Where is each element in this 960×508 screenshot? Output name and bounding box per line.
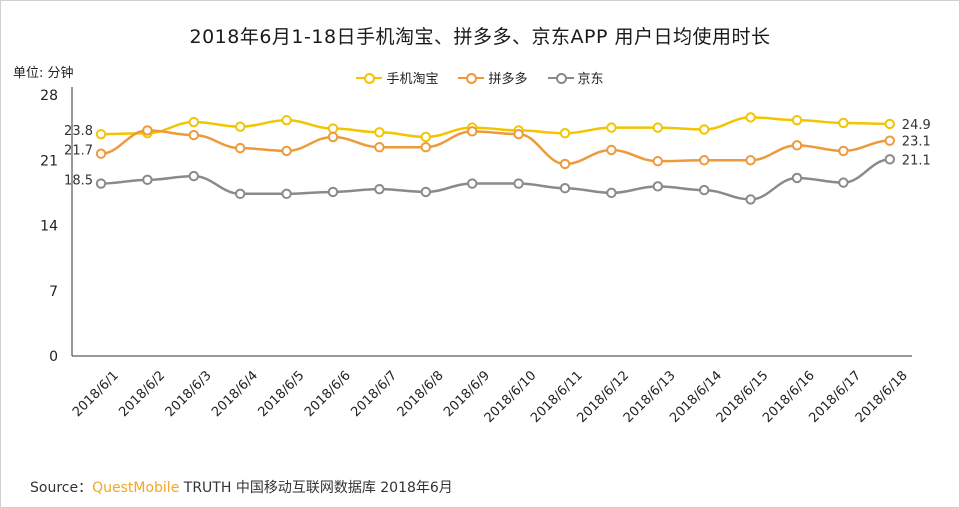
data-point-2 [745, 194, 756, 205]
data-point-2 [142, 174, 153, 186]
data-point-0 [606, 122, 617, 133]
data-point-0 [838, 117, 849, 129]
x-tick-label: 2018/6/4 [209, 368, 261, 420]
data-point-2 [513, 178, 524, 189]
data-point-1 [652, 155, 663, 167]
y-tick-label: 21 [40, 153, 58, 169]
data-point-2 [327, 186, 339, 198]
series-line-1 [100, 129, 890, 166]
data-label: 23.8 [64, 124, 93, 139]
legend-label-pinduoduo: 拼多多 [488, 72, 528, 87]
data-point-1 [235, 142, 246, 154]
legend-label-jd: 京东 [577, 72, 604, 87]
data-point-2 [559, 183, 571, 194]
data-point-0 [327, 123, 339, 134]
x-tick-label: 2018/6/3 [163, 368, 215, 420]
x-tick-label: 2018/6/7 [348, 368, 400, 420]
data-point-2 [606, 187, 617, 199]
data-point-2 [235, 188, 246, 200]
series-line-2 [100, 158, 890, 201]
data-point-2 [95, 178, 107, 189]
data-point-1 [327, 131, 339, 143]
chart-title: 2018年6月1-18日手机淘宝、拼多多、京东APP 用户日均使用时长 [189, 26, 771, 48]
legend: 手机淘宝 拼多多 京东 [0, 68, 960, 87]
data-label: 21.7 [64, 144, 93, 159]
legend-marker-pinduoduo [458, 72, 485, 84]
data-point-1 [699, 155, 710, 166]
x-tick-label: 2018/6/2 [116, 368, 168, 420]
data-point-0 [791, 114, 803, 126]
data-point-0 [420, 131, 431, 143]
data-point-0 [281, 114, 292, 126]
data-point-2 [467, 178, 478, 189]
data-point-2 [420, 186, 431, 198]
data-point-1 [374, 142, 385, 153]
x-tick-label: 2018/6/8 [395, 368, 447, 420]
data-point-1 [95, 148, 107, 159]
source-note: Source：QuestMobile TRUTH 中国移动互联网数据库 2018… [30, 477, 453, 497]
data-point-2 [884, 154, 895, 165]
data-point-0 [652, 122, 663, 133]
data-point-1 [142, 125, 153, 136]
data-point-1 [467, 126, 478, 137]
data-label: 21.1 [902, 153, 931, 168]
data-point-2 [374, 183, 385, 195]
unit-label: 单位: 分钟 [13, 66, 74, 81]
source-brand: QuestMobile [92, 480, 180, 496]
x-tick-label: 2018/6/1 [70, 368, 122, 420]
y-tick-label: 28 [40, 88, 58, 104]
data-point-1 [420, 142, 431, 153]
data-point-0 [188, 116, 200, 128]
data-point-2 [281, 188, 292, 200]
legend-label-taobao: 手机淘宝 [386, 72, 439, 87]
data-point-2 [699, 184, 710, 196]
data-point-0 [374, 127, 385, 138]
data-point-1 [838, 145, 849, 157]
legend-marker-jd [547, 72, 574, 84]
data-point-0 [559, 128, 571, 139]
data-point-0 [235, 121, 246, 132]
y-tick-label: 7 [49, 284, 58, 300]
data-point-2 [838, 177, 849, 188]
data-point-1 [745, 155, 756, 166]
source-prefix: Source： [30, 480, 93, 496]
data-label: 18.5 [64, 174, 93, 189]
series-line-0 [100, 116, 890, 139]
data-point-1 [188, 129, 200, 141]
data-point-2 [188, 170, 200, 182]
data-point-1 [884, 135, 895, 146]
legend-item-jd: 京东 [547, 68, 604, 87]
legend-item-taobao: 手机淘宝 [356, 68, 438, 87]
y-tick-label: 14 [40, 219, 58, 235]
data-point-2 [791, 172, 803, 184]
legend-marker-taobao [356, 72, 383, 84]
data-point-0 [884, 118, 895, 130]
source-rest: TRUTH 中国移动互联网数据库 2018年6月 [179, 480, 453, 496]
data-point-1 [559, 158, 571, 170]
data-point-1 [281, 145, 292, 157]
data-point-0 [699, 124, 710, 135]
data-label: 24.9 [902, 118, 931, 133]
data-point-0 [745, 112, 756, 123]
data-point-1 [606, 144, 617, 156]
x-tick-label: 2018/6/6 [302, 368, 354, 420]
data-point-2 [652, 181, 663, 192]
legend-item-pinduoduo: 拼多多 [458, 68, 528, 87]
data-label: 23.1 [902, 135, 931, 150]
x-tick-label: 2018/6/5 [256, 368, 308, 420]
data-point-0 [95, 128, 107, 140]
data-point-1 [791, 140, 803, 151]
y-tick-label: 0 [49, 349, 58, 365]
data-point-1 [513, 128, 524, 140]
